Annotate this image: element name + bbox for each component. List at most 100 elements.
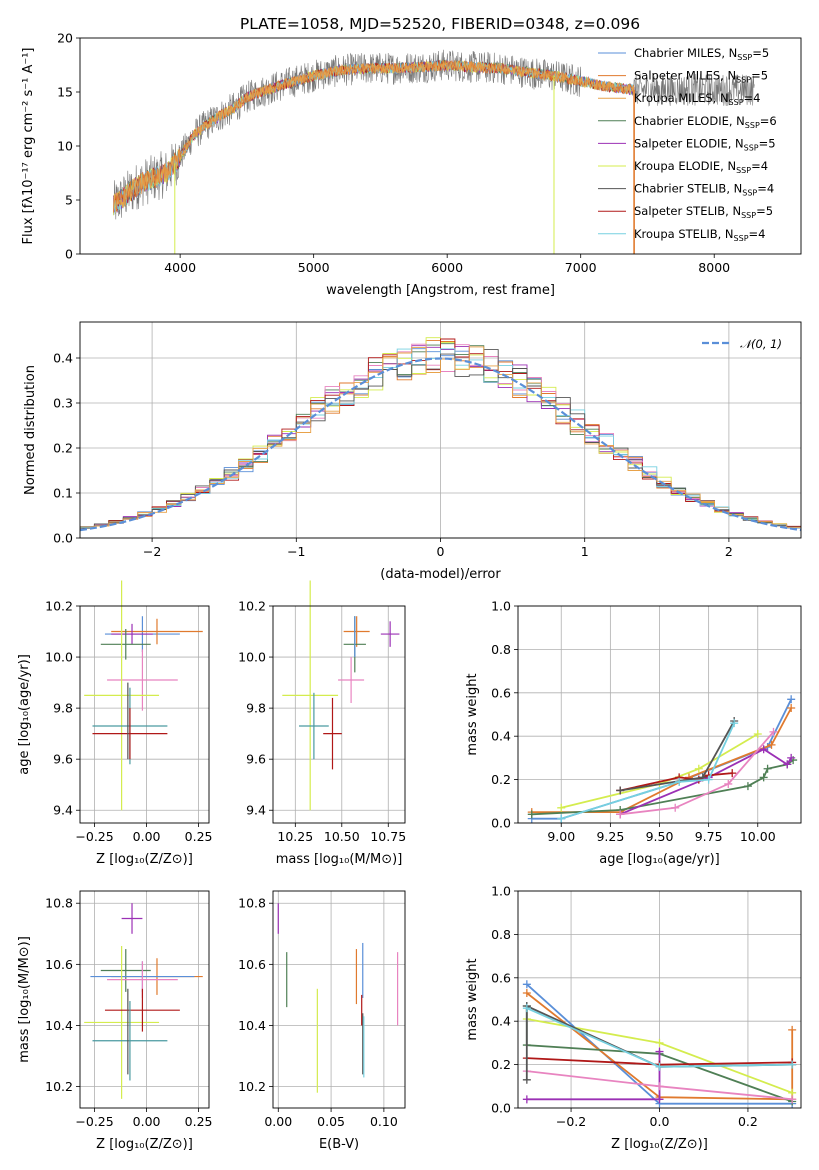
y-axis-label: Normed distribution [23,365,38,495]
x-tick-label: 8000 [698,260,730,275]
y-tick-label: 0.4 [491,1014,511,1029]
x-axis-label: Z [log₁₀(Z/Z⊙)] [96,1137,193,1152]
mass-weight-vs-metallicity-panel: −0.2 0.0 0.2 0.0 0.2 0.4 0.6 0.8 1.0 Z [log₁₀(Z/Z… [465,884,802,1152]
x-axis-label: wavelength [Angstrom, rest frame] [326,283,555,298]
y-tick-label: 10.0 [45,650,73,665]
histogram-series [80,346,801,528]
age-vs-metallicity-panel: −0.25 0.00 0.25 9.4 9.6 9.8 10.0 10.2 Z [log₁₀(Z… [17,580,213,867]
y-tick-label: 1.0 [491,884,511,899]
x-tick-label: −0.25 [75,1114,113,1129]
x-tick-label: 10.00 [740,829,776,844]
y-tick-label: 0.1 [53,486,73,501]
y-tick-label: 5 [65,193,73,208]
y-axis-label: mass [log₁₀(M/M⊙)] [17,936,32,1063]
data-point-marker [522,988,531,997]
data-point-marker [787,753,796,762]
y-tick-label: 0.0 [53,531,73,546]
age-vs-mass-panel: 10.25 10.50 10.75 9.4 9.6 9.8 10.0 10.2 mass [lo… [238,580,406,867]
x-tick-label: 0.25 [185,1114,213,1129]
legend-label: Salpeter STELIB, NSSP=5 [634,204,773,220]
y-tick-label: 10.4 [45,1018,73,1033]
y-tick-label: 9.6 [53,752,73,767]
spectrum-panel: Chabrier MILES, NSSP=5 Salpeter MILES, NS… [21,31,802,298]
x-tick-label: 9.75 [695,829,723,844]
y-tick-label: 0.2 [491,1057,511,1072]
x-tick-label: 9.00 [547,829,575,844]
data-point-marker [655,1047,664,1056]
data-point-marker [557,814,566,823]
y-tick-label: 10.2 [238,1079,266,1094]
data-point-marker [527,810,536,819]
x-tick-label: 2 [725,544,733,559]
mass-vs-extinction-panel: 0.00 0.05 0.10 10.2 10.4 10.6 10.8 E(B-V) [238,890,406,1152]
data-point-marker [788,1060,797,1069]
axes-frame [79,890,210,1109]
y-tick-label: 0.4 [53,351,73,366]
y-tick-label: 9.6 [246,752,266,767]
legend-label: Salpeter ELODIE, NSSP=5 [634,136,776,152]
legend-label: Kroupa ELODIE, NSSP=4 [634,159,768,175]
data-point-marker [671,803,680,812]
y-tick-label: 10.2 [45,599,73,614]
x-tick-label: −0.2 [556,1114,586,1129]
x-axis-label: (data-model)/error [380,567,501,582]
y-tick-label: 0.2 [491,772,511,787]
x-tick-label: −2 [143,544,161,559]
legend-label: Chabrier STELIB, NSSP=4 [634,182,774,198]
x-tick-label: −1 [287,544,305,559]
data-point-marker [783,760,792,769]
y-tick-label: 10.2 [238,599,266,614]
x-tick-label: 5000 [298,260,330,275]
y-tick-label: 9.8 [53,701,73,716]
mass-vs-metallicity-panel: −0.25 0.00 0.25 10.2 10.4 10.6 10.8 Z [log₁₀(Z/… [17,890,213,1152]
y-tick-label: 0.8 [491,927,511,942]
y-tick-label: 20 [57,31,73,46]
mass-weight-series [619,748,792,816]
data-point-marker [694,764,703,773]
x-tick-label: 0 [437,544,445,559]
y-axis-label: mass weight [465,958,480,1040]
x-axis-label: Z [log₁₀(Z/Z⊙)] [611,1137,708,1152]
x-axis-label: Z [log₁₀(Z/Z⊙)] [96,852,193,867]
x-tick-label: 4000 [164,260,196,275]
data-point-marker [675,777,684,786]
y-tick-label: 9.4 [53,803,73,818]
x-tick-label: 9.50 [646,829,674,844]
y-tick-label: 0.0 [491,816,511,831]
axes-frame [79,605,210,824]
y-tick-label: 0.6 [491,970,511,985]
x-tick-label: 0.00 [133,829,161,844]
data-point-marker [724,779,733,788]
data-point-marker [763,764,772,773]
data-point-marker [522,980,531,989]
mass-weight-vs-age-panel: 9.00 9.25 9.50 9.75 10.00 0.0 0.2 0.4 0.6 0.8 1.0 a… [465,599,802,867]
data-point-marker [730,719,739,728]
y-tick-label: 1.0 [491,599,511,614]
data-point-marker [767,740,776,749]
data-point-marker [743,782,752,791]
data-point-marker [655,1082,664,1091]
data-point-marker [759,745,768,754]
mass-weight-series [560,722,736,820]
y-tick-label: 0.3 [53,396,73,411]
x-tick-label: 7000 [565,260,597,275]
data-point-marker [753,730,762,739]
y-axis-label: Flux [fλ10⁻¹⁷ erg cm⁻² s⁻¹ A⁻¹] [21,48,36,245]
legend-label: Kroupa MILES, NSSP=4 [634,91,760,107]
y-tick-label: 10.2 [45,1079,73,1094]
x-tick-label: 10.50 [324,829,360,844]
data-point-marker [655,1062,664,1071]
mass-weight-series [620,731,775,816]
x-axis-label: mass [log₁₀(M/M⊙)] [276,852,403,867]
model-spectrum-line [113,60,635,214]
x-tick-label: 0.25 [185,829,213,844]
x-tick-label: 0.2 [738,1114,758,1129]
legend-label: 𝒩(0, 1) [740,337,782,351]
residual-histogram-panel: 𝒩(0, 1) −2 −1 0 1 2 0.0 0.1 0.2 0.3 0.4 (data-model… [23,321,802,582]
y-tick-label: 10 [57,139,73,154]
y-tick-label: 9.8 [246,701,266,716]
data-point-marker [522,1095,531,1104]
y-tick-label: 0.2 [53,441,73,456]
x-tick-label: 0.05 [317,1114,345,1129]
